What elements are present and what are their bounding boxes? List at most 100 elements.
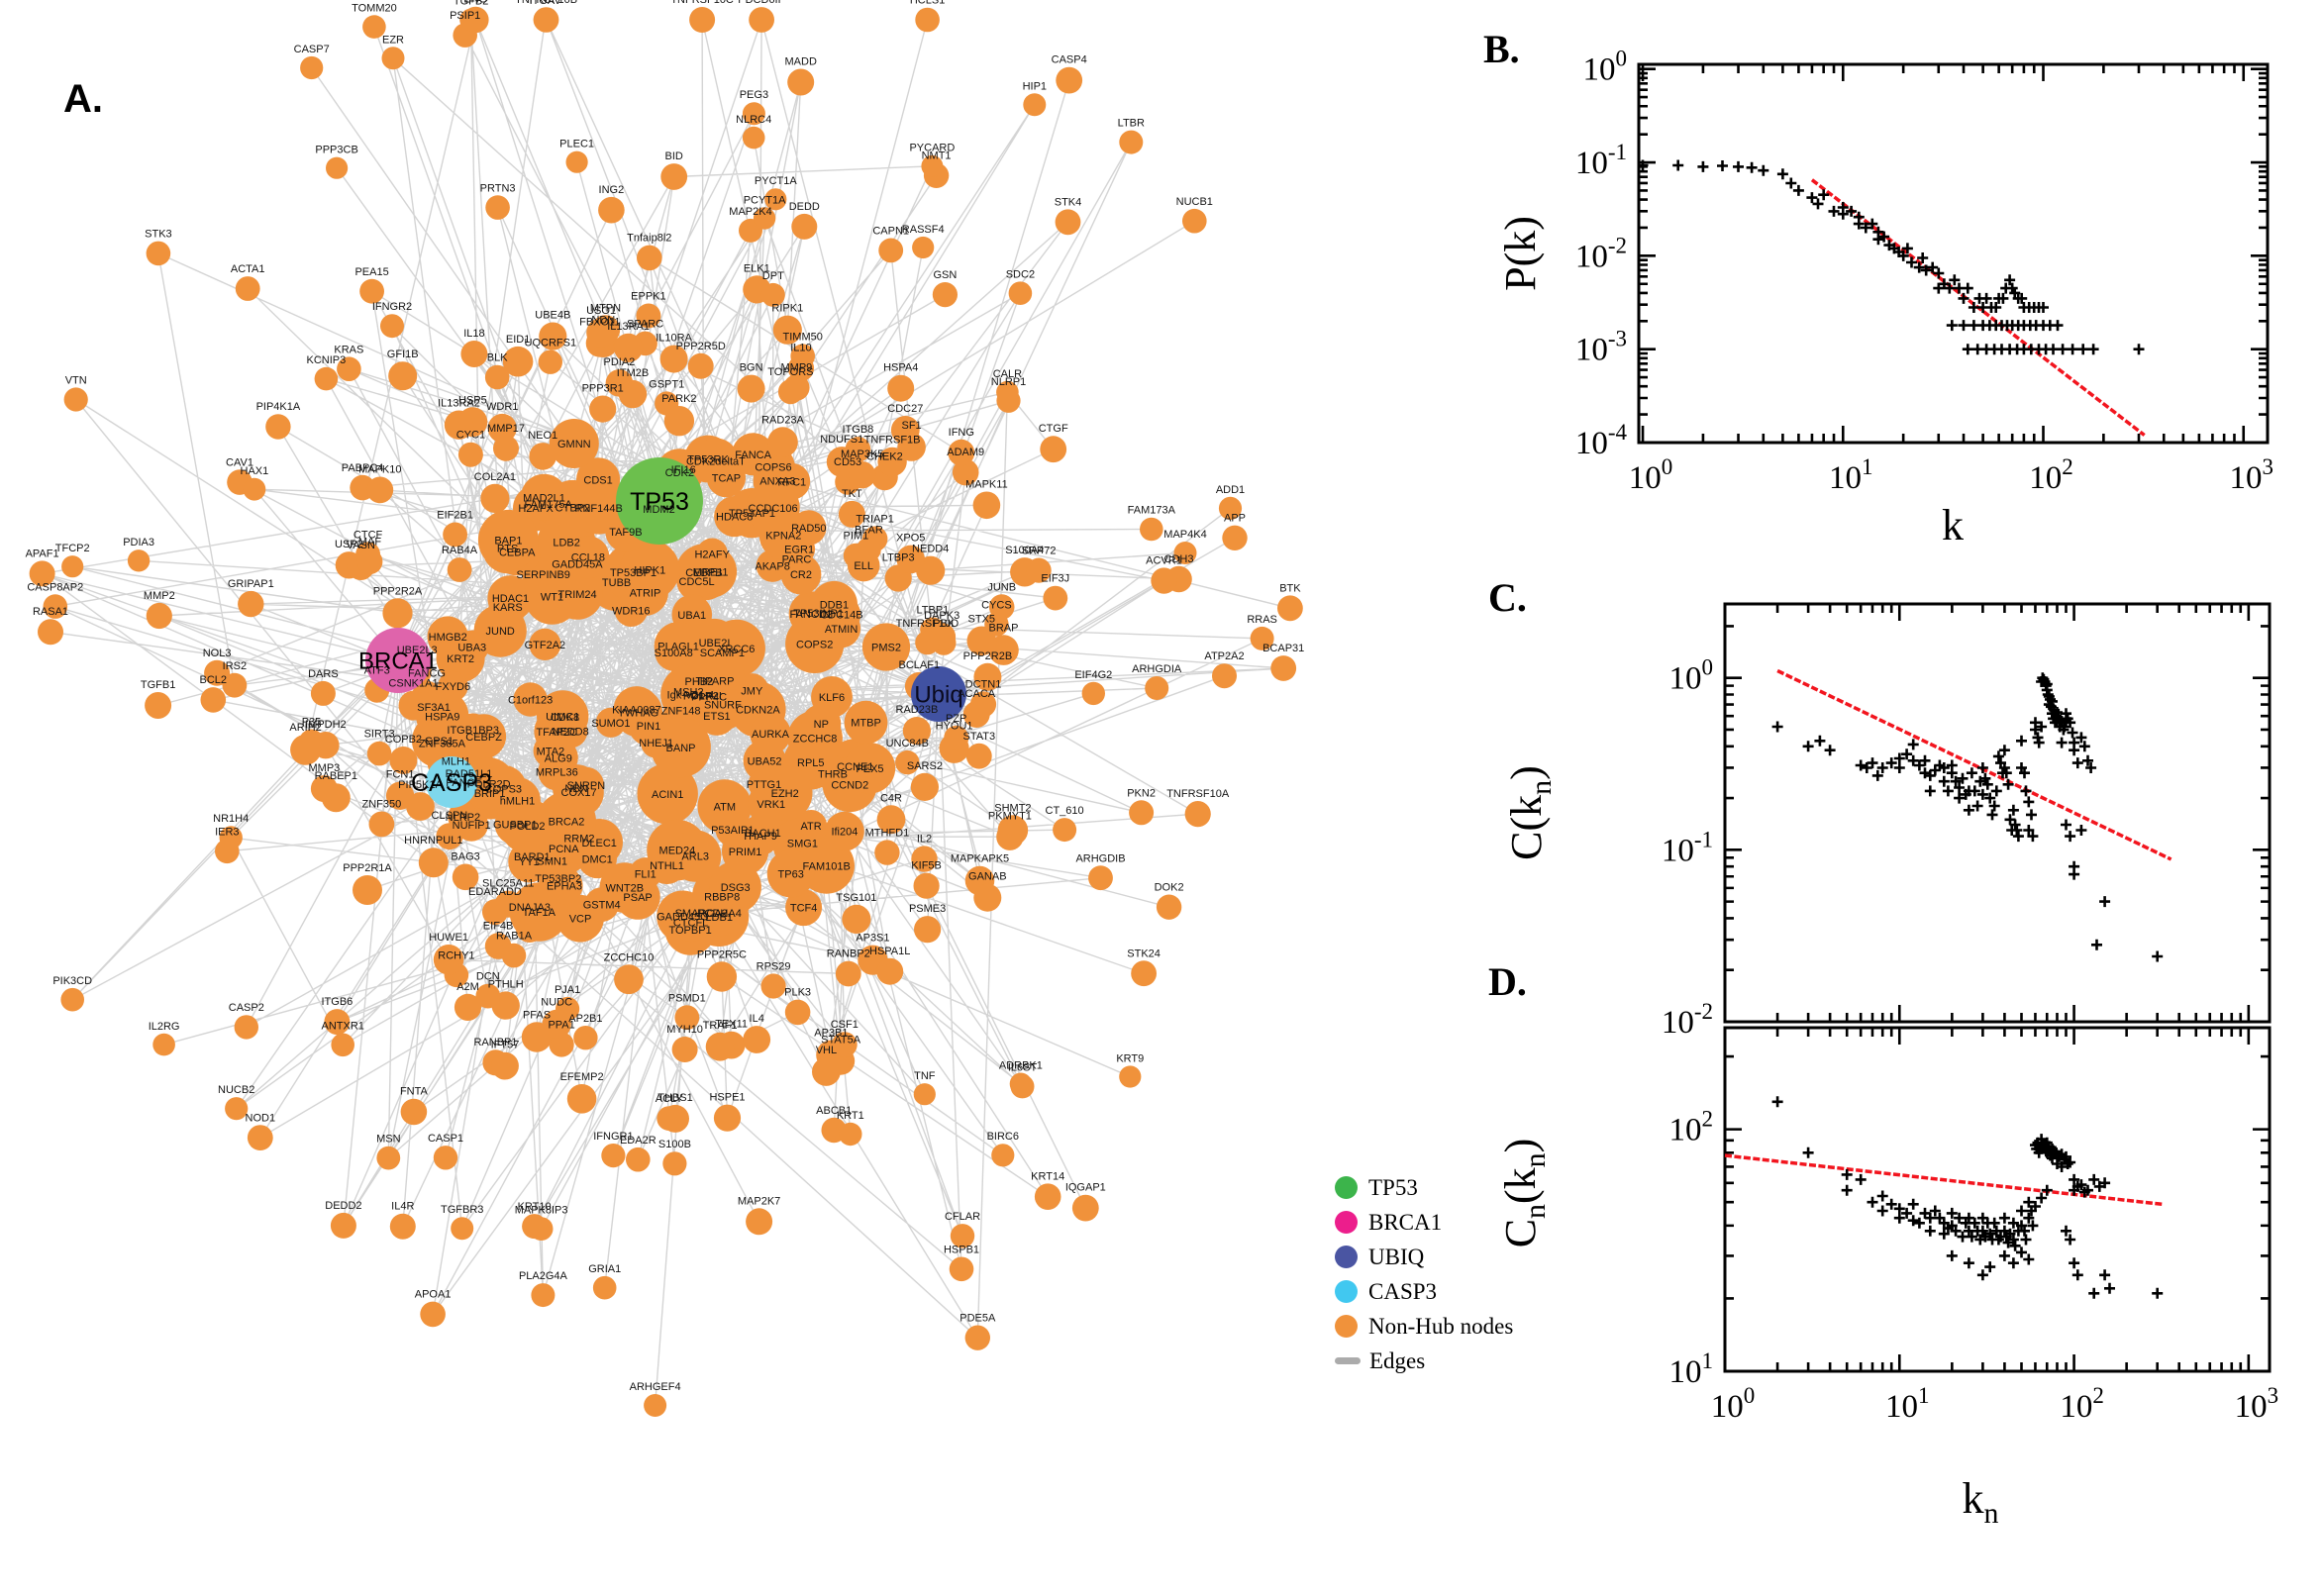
gene-label: SPARC (627, 319, 663, 331)
gene-label: NUCB2 (218, 1084, 254, 1096)
network-node (589, 395, 617, 423)
gene-label: IL4 (750, 1013, 764, 1025)
gene-label: HCLS1 (910, 0, 945, 7)
network-node (247, 1125, 273, 1150)
network-node (705, 1032, 735, 1061)
gene-label: HDAC1 (492, 593, 529, 605)
network-node (964, 1325, 990, 1350)
gene-label: ANXA3 (759, 476, 795, 488)
gene-label: DEDD2 (325, 1200, 361, 1212)
gene-label: RABEP1 (315, 770, 357, 782)
network-node (586, 318, 616, 348)
gene-label: MMP3 (309, 762, 341, 774)
gene-label: MTBP (851, 718, 881, 730)
gene-label: LTBR (1118, 118, 1145, 130)
gene-label: PPP2R5D (676, 341, 726, 352)
gene-label: APP (1224, 513, 1246, 525)
gene-label: AKAP8 (755, 561, 789, 573)
tick-label: 101 (1669, 1348, 1714, 1390)
legend-item-tp53: TP53 (1335, 1170, 1513, 1205)
network-node (1071, 1194, 1099, 1222)
tick-label: 101 (1829, 454, 1873, 496)
gene-label: MRPL36 (536, 767, 578, 779)
network-node (368, 811, 395, 838)
gene-label: SMARCA2 (675, 908, 728, 920)
gene-label: ATRIP (630, 588, 661, 600)
network-node (324, 1009, 351, 1036)
network-node (915, 630, 940, 655)
legend-item-nonhub: Non-Hub nodes (1335, 1309, 1513, 1344)
network-node (822, 595, 861, 634)
gene-label: FANCA (735, 449, 771, 461)
gene-label: IRS2 (223, 660, 247, 672)
network-node (737, 374, 765, 403)
network-node (742, 102, 765, 126)
network-node (948, 439, 975, 466)
gene-label: PTHLH (488, 979, 524, 991)
ubiq-swatch-icon (1335, 1246, 1358, 1268)
network-node (1184, 801, 1211, 828)
network-node (910, 772, 940, 802)
network-node (362, 15, 386, 39)
node-labels-layer: MDM2 CDK2 CCNE1 PCNA XRCC6 DDB1 NEDD8 KARS UBA52… (26, 0, 1305, 1393)
network-node (219, 826, 243, 849)
gene-label: UBA1 (677, 610, 706, 622)
gene-label: SARS2 (907, 760, 943, 772)
gene-label: ING2 (599, 184, 625, 196)
gene-label: HSPE1 (709, 1092, 745, 1104)
gene-label: TIMM50 (783, 331, 823, 343)
network-node (614, 964, 644, 995)
network-node (876, 805, 906, 835)
gene-label: NOL3 (203, 648, 232, 659)
legend-item-brca1: BRCA1 (1335, 1205, 1513, 1240)
gene-label: USP5 (458, 394, 487, 406)
gene-label: IER3 (215, 827, 239, 839)
gene-label: FXYD6 (436, 681, 470, 693)
gene-label: KRT9 (1116, 1052, 1144, 1064)
network-node (791, 510, 827, 546)
gene-label: CAPN1 (872, 226, 909, 238)
gene-label: HIP1 (1023, 80, 1047, 92)
gene-label: ACTA1 (231, 263, 265, 275)
gene-label: TKT (842, 488, 862, 500)
network-node (444, 410, 474, 440)
gene-label: PIK3CD (52, 975, 92, 987)
gene-label: SNRPN (567, 780, 606, 792)
network-node (973, 662, 1002, 691)
gene-label: ATMIN (825, 624, 858, 636)
gene-label: NOD1 (246, 1112, 276, 1124)
network-node (127, 549, 151, 572)
gene-label: S100A4 (1005, 545, 1044, 556)
gene-label: WT1 (541, 592, 563, 604)
gene-label: EZH2 (771, 788, 799, 800)
gene-label: CCND2 (831, 780, 868, 792)
gene-label: TNFRSF10C (670, 0, 734, 6)
gene-label: KCNIP3 (307, 354, 347, 366)
network-node (337, 356, 361, 382)
gene-label: BCAP31 (1262, 643, 1304, 654)
network-node (972, 491, 1001, 520)
network-node (63, 387, 88, 412)
gene-label: AP3S1 (856, 933, 889, 945)
gene-label: VHL (816, 1045, 837, 1056)
gene-label: EIF2B1 (437, 510, 473, 522)
gene-label: GUSBP1 (493, 820, 538, 832)
gene-label: ZNF148 (661, 706, 701, 718)
network-node (60, 987, 84, 1012)
gene-label: XPO5 (896, 533, 925, 545)
gene-label: VCP (569, 914, 592, 926)
gene-label: HDAC8 (716, 512, 753, 524)
gene-label: EIF4G2 (1074, 669, 1112, 681)
gene-label: PEG3 (740, 89, 768, 101)
gene-label: PIP5K1A (398, 779, 443, 791)
gene-label: NUFIP1 (453, 820, 491, 832)
network-node (501, 943, 527, 968)
network-node (480, 483, 510, 513)
network-node (1277, 595, 1303, 622)
gene-label: VASN (347, 540, 375, 551)
hub-label-ubiq: Ubiq (914, 681, 962, 708)
gene-label: CASP1 (428, 1133, 463, 1145)
network-node (537, 690, 589, 743)
gene-label: IQGAP1 (1065, 1182, 1106, 1194)
gene-label: KRT1 (837, 1110, 864, 1122)
